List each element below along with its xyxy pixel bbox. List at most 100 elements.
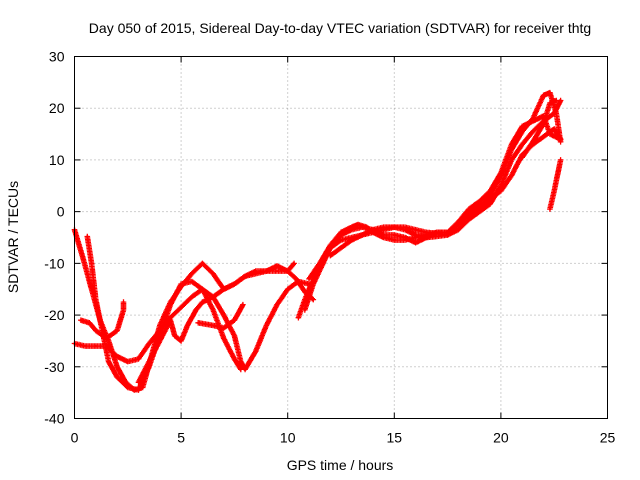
data-point	[510, 158, 513, 162]
x-tick-label: 15	[387, 430, 403, 446]
data-point	[194, 308, 198, 312]
data-point	[265, 269, 268, 273]
data-point	[361, 233, 364, 237]
data-point	[403, 238, 407, 242]
data-point	[197, 321, 200, 324]
data-point	[222, 288, 225, 291]
data-point	[478, 200, 481, 203]
data-point	[86, 235, 89, 238]
data-point	[173, 334, 176, 337]
data-point	[457, 228, 460, 231]
data-point	[393, 226, 396, 229]
data-point	[356, 223, 360, 226]
y-tick-label: -40	[44, 411, 64, 427]
data-point	[137, 388, 140, 392]
x-tick-label: 5	[177, 430, 185, 446]
data-point	[265, 324, 268, 327]
data-point	[414, 228, 417, 231]
data-point	[233, 334, 236, 337]
data-point	[222, 313, 225, 317]
data-point	[521, 156, 524, 159]
data-point	[90, 262, 93, 265]
data-point	[297, 280, 300, 283]
data-point	[467, 213, 471, 216]
data-point	[115, 375, 119, 379]
data-point	[286, 288, 289, 291]
data-point	[275, 269, 279, 273]
data-point	[318, 262, 321, 265]
data-point	[365, 226, 368, 229]
data-point	[297, 316, 300, 319]
data-point	[393, 233, 396, 237]
data-point	[94, 329, 98, 332]
data-point	[241, 303, 245, 306]
data-point	[339, 238, 343, 242]
data-point	[350, 238, 353, 242]
data-point	[115, 355, 119, 358]
data-point	[137, 381, 140, 384]
data-point	[158, 339, 161, 343]
x-tick-label: 25	[600, 430, 616, 446]
data-point	[559, 138, 562, 141]
y-axis-label: SDTVAR / TECUs	[5, 181, 21, 293]
data-point	[303, 308, 306, 312]
x-tick-label: 20	[493, 430, 509, 446]
data-point	[295, 277, 298, 281]
data-point	[521, 143, 524, 146]
data-point	[169, 303, 172, 306]
data-point	[201, 300, 204, 304]
series-track-4	[78, 299, 127, 342]
data-point	[211, 324, 215, 327]
data-point	[414, 241, 417, 244]
data-point	[233, 282, 236, 286]
data-point	[510, 174, 513, 177]
data-point	[531, 140, 535, 143]
data-point	[88, 321, 91, 324]
data-point	[435, 235, 439, 238]
data-point	[457, 220, 460, 224]
data-point	[190, 272, 193, 275]
data-point	[190, 295, 193, 299]
data-point	[542, 122, 545, 125]
data-point	[179, 282, 183, 286]
data-point	[393, 238, 396, 242]
data-point	[489, 189, 492, 193]
data-point	[211, 295, 215, 299]
data-point	[339, 246, 343, 249]
y-tick-label: 10	[49, 152, 65, 168]
data-point	[339, 231, 343, 234]
data-point	[557, 169, 560, 172]
data-point	[435, 231, 439, 234]
data-point	[548, 101, 552, 105]
data-point	[555, 99, 558, 102]
data-point	[382, 226, 385, 229]
data-point	[403, 228, 407, 231]
data-point	[94, 344, 98, 348]
data-point	[233, 319, 236, 322]
data-point	[350, 226, 353, 229]
data-point	[94, 298, 98, 301]
y-tick-label: 20	[49, 100, 65, 116]
data-point	[555, 112, 558, 115]
series-track-6	[195, 301, 246, 331]
data-point	[101, 329, 104, 332]
axis-ticks: 0 5 10 15 20 25 -40 -30 -20 -10 0 10 20 30	[44, 49, 615, 446]
data-point	[542, 94, 545, 97]
data-point	[499, 184, 503, 187]
y-tick-label: 0	[57, 204, 65, 220]
data-point	[201, 262, 204, 265]
series-track-12	[547, 157, 564, 212]
series-track-11	[519, 97, 560, 161]
data-point	[499, 189, 503, 193]
data-point	[254, 350, 257, 353]
y-tick-label: -10	[44, 255, 64, 271]
data-point	[81, 257, 85, 260]
data-point	[147, 342, 151, 345]
data-point	[126, 386, 129, 389]
data-point	[105, 337, 108, 340]
y-tick-label: -30	[44, 359, 64, 375]
series-markers	[547, 157, 564, 212]
x-tick-label: 10	[280, 430, 296, 446]
data-point	[548, 132, 552, 136]
